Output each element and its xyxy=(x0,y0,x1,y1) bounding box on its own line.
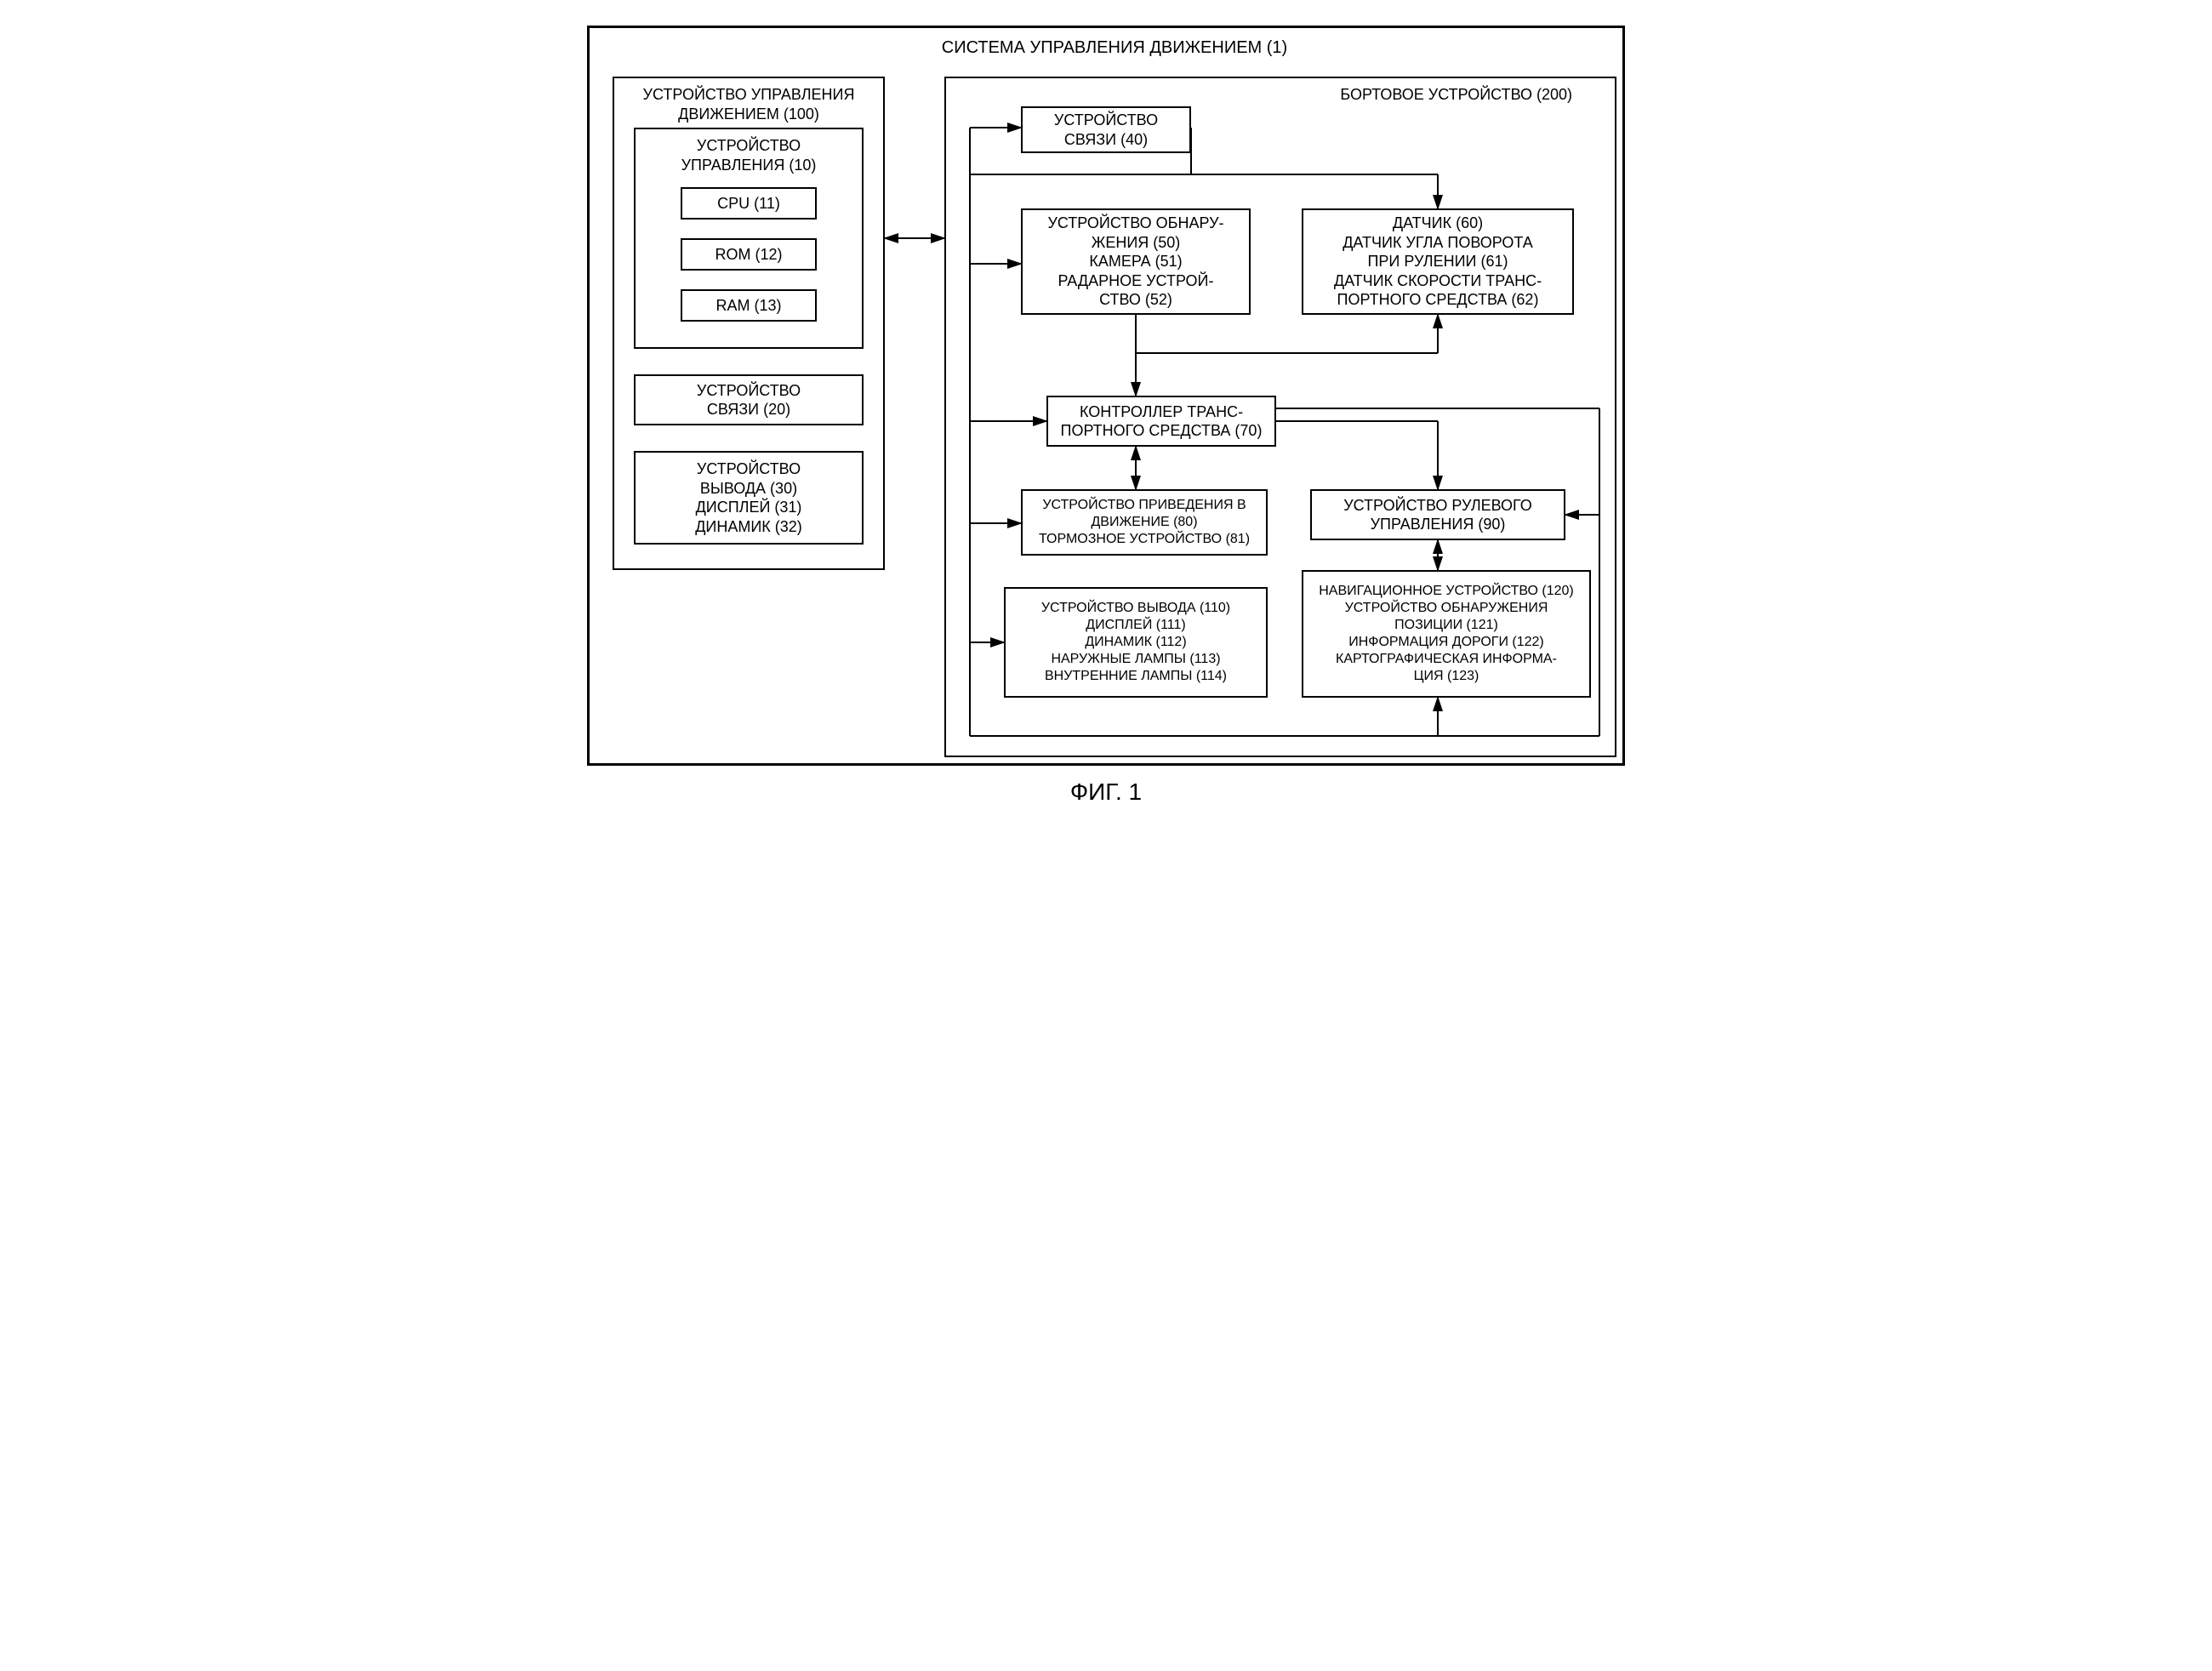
ctrl-70: КОНТРОЛЛЕР ТРАНС- ПОРТНОГО СРЕДСТВА (70) xyxy=(1046,396,1276,447)
steer-90: УСТРОЙСТВО РУЛЕВОГО УПРАВЛЕНИЯ (90) xyxy=(1310,489,1565,540)
s60-l4: ДАТЧИК СКОРОСТИ ТРАНС- xyxy=(1334,271,1542,291)
s90-l2: УПРАВЛЕНИЯ (90) xyxy=(1371,515,1506,534)
d50-l5: СТВО (52) xyxy=(1099,290,1172,310)
drive-80: УСТРОЙСТВО ПРИВЕДЕНИЯ В ДВИЖЕНИЕ (80) ТО… xyxy=(1021,489,1268,556)
system-title: СИСТЕМА УПРАВЛЕНИЯ ДВИЖЕНИЕМ (1) xyxy=(859,38,1370,58)
comm20-l2: СВЯЗИ (20) xyxy=(707,400,790,419)
d50-l2: ЖЕНИЯ (50) xyxy=(1092,233,1181,253)
n120-l6: ЦИЯ (123) xyxy=(1414,668,1479,685)
o110-l4: НАРУЖНЫЕ ЛАМПЫ (113) xyxy=(1051,651,1220,668)
ram-box: RAM (13) xyxy=(681,289,817,322)
n120-l3: ПОЗИЦИИ (121) xyxy=(1394,617,1498,634)
out30-l2: ВЫВОДА (30) xyxy=(700,479,797,499)
n120-l1: НАВИГАЦИОННОЕ УСТРОЙСТВО (120) xyxy=(1319,583,1574,600)
s60-l1: ДАТЧИК (60) xyxy=(1393,214,1483,233)
d50-l3: КАМЕРА (51) xyxy=(1089,252,1182,271)
n120-l4: ИНФОРМАЦИЯ ДОРОГИ (122) xyxy=(1348,634,1544,651)
s60-l2: ДАТЧИК УГЛА ПОВОРОТА xyxy=(1343,233,1533,253)
comm40-l2: СВЯЗИ (40) xyxy=(1064,130,1148,150)
device-200-label: БОРТОВОЕ УСТРОЙСТВО (200) xyxy=(1340,85,1572,105)
cpu-box: CPU (11) xyxy=(681,187,817,220)
rom-label: ROM (12) xyxy=(715,245,782,265)
n120-l5: КАРТОГРАФИЧЕСКАЯ ИНФОРМА- xyxy=(1336,651,1557,668)
s60-l3: ПРИ РУЛЕНИИ (61) xyxy=(1367,252,1508,271)
s60-l5: ПОРТНОГО СРЕДСТВА (62) xyxy=(1337,290,1539,310)
out30-l1: УСТРОЙСТВО xyxy=(697,459,801,479)
s90-l1: УСТРОЙСТВО РУЛЕВОГО xyxy=(1343,496,1532,516)
d80-l1: УСТРОЙСТВО ПРИВЕДЕНИЯ В xyxy=(1042,497,1246,514)
device-100-label1: УСТРОЙСТВО УПРАВЛЕНИЯ xyxy=(643,85,855,105)
ctrl-10-l1: УСТРОЙСТВО xyxy=(697,136,801,156)
figure-label: ФИГ. 1 xyxy=(995,778,1217,806)
comm-20: УСТРОЙСТВО СВЯЗИ (20) xyxy=(634,374,864,425)
o110-l3: ДИНАМИК (112) xyxy=(1085,634,1186,651)
detect-50: УСТРОЙСТВО ОБНАРУ- ЖЕНИЯ (50) КАМЕРА (51… xyxy=(1021,208,1251,315)
ram-label: RAM (13) xyxy=(715,296,781,316)
o110-l1: УСТРОЙСТВО ВЫВОДА (110) xyxy=(1041,600,1230,617)
out30-l3: ДИСПЛЕЙ (31) xyxy=(696,498,802,517)
o110-l5: ВНУТРЕННИЕ ЛАМПЫ (114) xyxy=(1045,668,1227,685)
out30-l4: ДИНАМИК (32) xyxy=(695,517,802,537)
d80-l3: ТОРМОЗНОЕ УСТРОЙСТВО (81) xyxy=(1039,531,1250,548)
c70-l2: ПОРТНОГО СРЕДСТВА (70) xyxy=(1061,421,1263,441)
rom-box: ROM (12) xyxy=(681,238,817,271)
cpu-label: CPU (11) xyxy=(717,194,780,214)
out-110: УСТРОЙСТВО ВЫВОДА (110) ДИСПЛЕЙ (111) ДИ… xyxy=(1004,587,1268,698)
o110-l2: ДИСПЛЕЙ (111) xyxy=(1086,617,1185,634)
d80-l2: ДВИЖЕНИЕ (80) xyxy=(1091,514,1197,531)
comm20-l1: УСТРОЙСТВО xyxy=(697,381,801,401)
ctrl-10-l2: УПРАВЛЕНИЯ (10) xyxy=(681,156,817,175)
comm-40: УСТРОЙСТВО СВЯЗИ (40) xyxy=(1021,106,1191,153)
device-100-label2: ДВИЖЕНИЕМ (100) xyxy=(678,105,819,124)
nav-120: НАВИГАЦИОННОЕ УСТРОЙСТВО (120) УСТРОЙСТВ… xyxy=(1302,570,1591,698)
n120-l2: УСТРОЙСТВО ОБНАРУЖЕНИЯ xyxy=(1345,600,1548,617)
sensor-60: ДАТЧИК (60) ДАТЧИК УГЛА ПОВОРОТА ПРИ РУЛ… xyxy=(1302,208,1574,315)
c70-l1: КОНТРОЛЛЕР ТРАНС- xyxy=(1080,402,1243,422)
comm40-l1: УСТРОЙСТВО xyxy=(1054,111,1158,130)
out-30: УСТРОЙСТВО ВЫВОДА (30) ДИСПЛЕЙ (31) ДИНА… xyxy=(634,451,864,545)
d50-l4: РАДАРНОЕ УСТРОЙ- xyxy=(1058,271,1214,291)
d50-l1: УСТРОЙСТВО ОБНАРУ- xyxy=(1047,214,1223,233)
